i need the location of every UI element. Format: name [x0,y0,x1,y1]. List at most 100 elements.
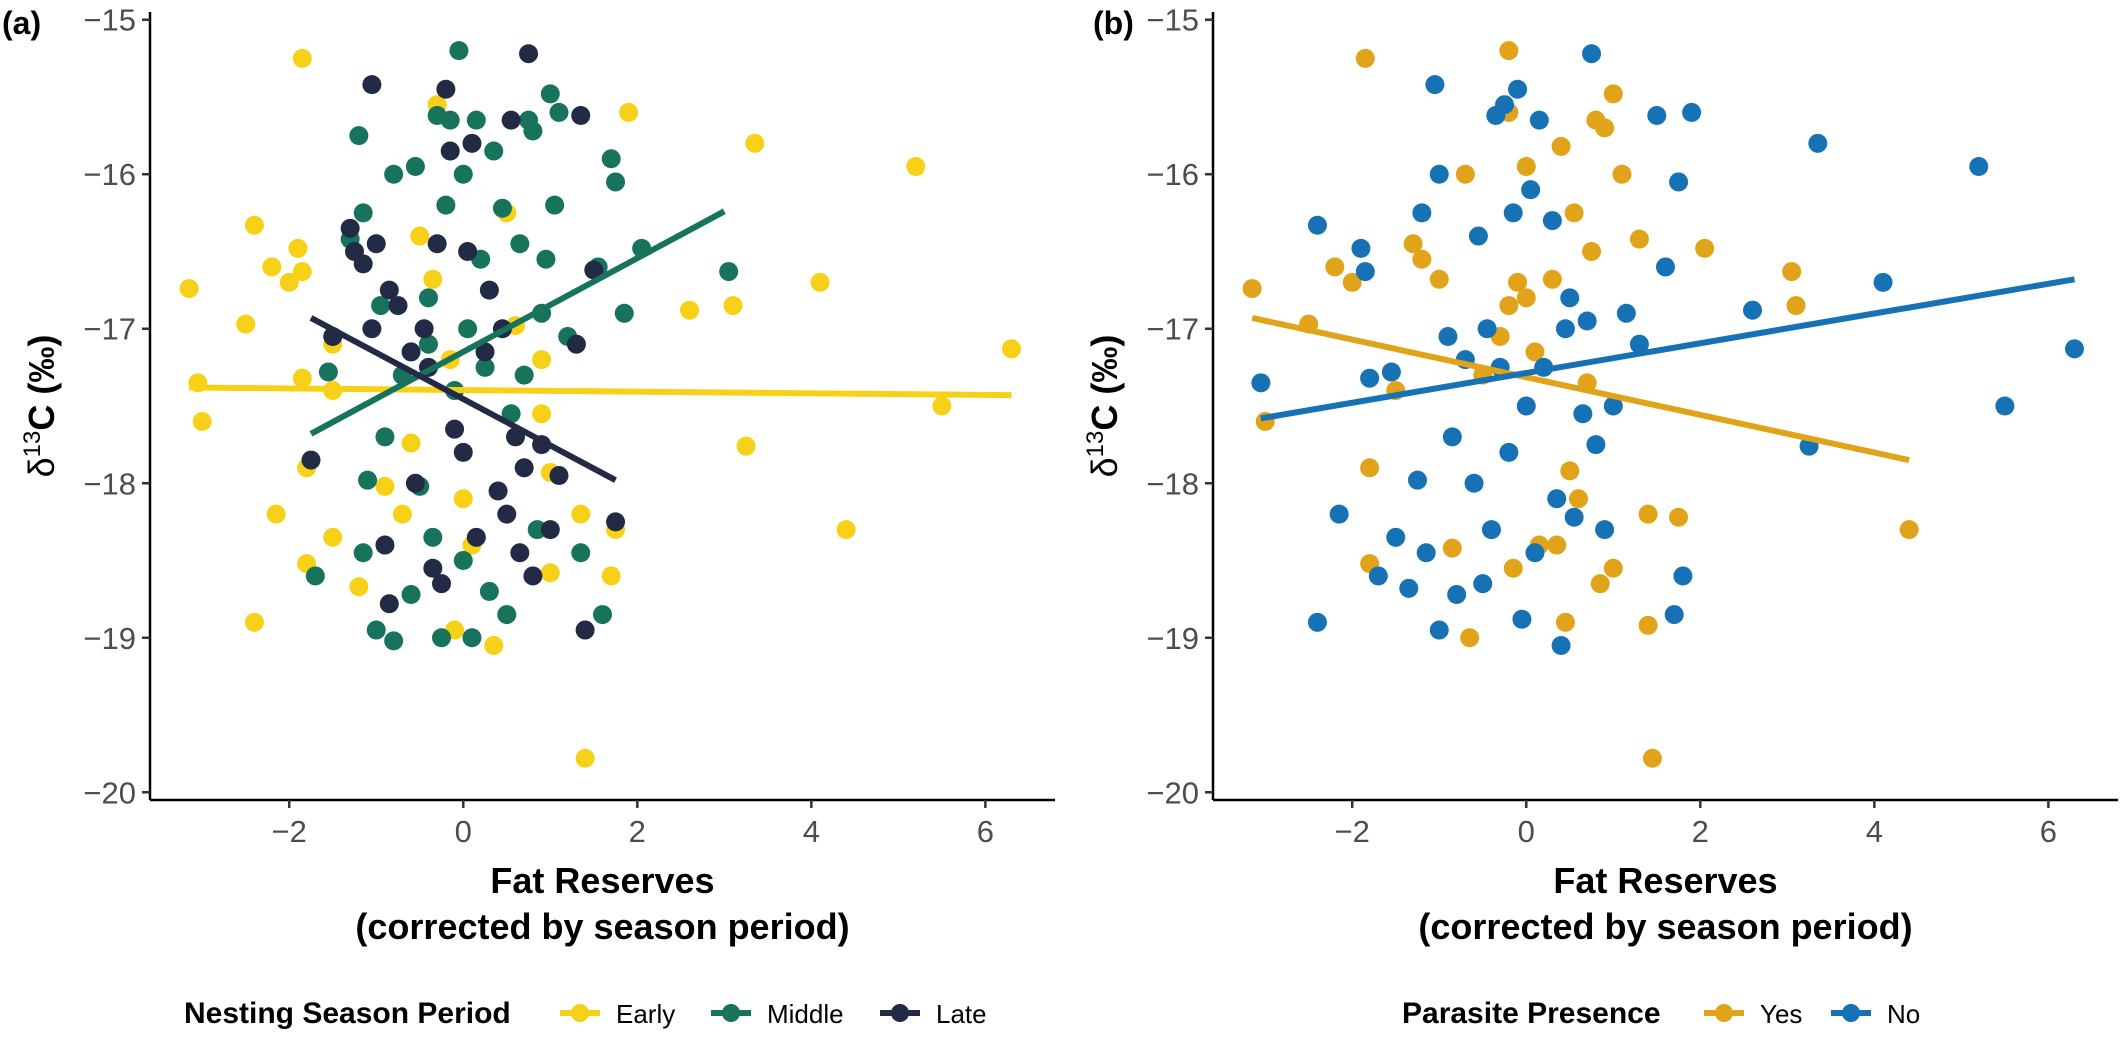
data-point [1516,288,1536,308]
data-point [1555,612,1575,632]
data-point [1001,339,1021,359]
data-point [523,121,543,141]
data-point [362,75,382,95]
data-point [349,577,369,597]
x-tick-label: 0 [1518,814,1535,849]
x-tick-label: −2 [272,814,307,849]
data-point [1399,578,1419,598]
data-point [305,566,325,586]
data-point [723,296,743,316]
data-point [1412,203,1432,223]
data-point [510,543,530,563]
x-tick-label: 2 [1692,814,1709,849]
data-point [1499,296,1519,316]
legend-key-early: Early [560,999,675,1029]
x-tick-label: 0 [455,814,472,849]
series-yes [1242,41,1919,768]
data-point [606,512,626,532]
data-point [1512,609,1532,629]
y-tick-label: −15 [83,3,136,38]
legend-point-swatch [722,1004,740,1022]
data-point [1664,605,1684,625]
x-axis-title-line-2: (corrected by season period) [355,906,849,947]
data-point [436,79,456,99]
data-point [1695,238,1715,258]
data-point [453,489,473,509]
data-point [1360,368,1380,388]
data-point [1638,615,1658,635]
data-point [1425,75,1445,95]
data-point [1329,504,1349,524]
data-point [418,288,438,308]
x-tick-label: 6 [977,814,994,849]
y-tick-label: −16 [1146,157,1199,192]
data-point [1429,269,1449,289]
data-point [719,262,739,282]
data-point [375,476,395,496]
data-point [423,269,443,289]
data-point [466,110,486,130]
x-tick-label: 2 [629,814,646,849]
x-axis-title-line-1: Fat Reserves [1553,860,1777,901]
data-point [401,585,421,605]
y-tick-label: −20 [83,775,136,810]
data-point [423,527,443,547]
legend-title: Nesting Season Period [184,997,511,1030]
data-point [545,195,565,215]
data-point [1638,504,1658,524]
data-point [466,527,486,547]
data-point [1429,164,1449,184]
data-point [244,612,264,632]
data-point [375,427,395,447]
legend-key-late: Late [880,999,987,1029]
data-point [427,234,447,254]
data-point [458,241,478,261]
data-point [1616,303,1636,323]
data-point [1642,748,1662,768]
data-point [1603,558,1623,578]
y-axis-title: δ13C (‰) [19,335,62,478]
data-point [1590,574,1610,594]
data-point [1460,628,1480,648]
data-point [1564,507,1584,527]
data-point [1455,164,1475,184]
data-point [2064,339,2084,359]
legend-label: Late [936,999,987,1029]
data-point [366,234,386,254]
panel-label: (b) [1093,5,1134,41]
y-tick-label: −17 [1146,312,1199,347]
data-point [1682,102,1702,122]
data-point [436,195,456,215]
data-point [1669,507,1689,527]
data-point [462,628,482,648]
data-point [353,254,373,274]
data-point [619,102,639,122]
data-point [510,234,530,254]
series-early [179,48,1021,768]
y-tick-label: −18 [1146,466,1199,501]
data-point [1899,520,1919,540]
data-point [384,631,404,651]
data-point [1969,157,1989,177]
data-point [358,470,378,490]
data-point [1407,470,1427,490]
data-point [1560,288,1580,308]
data-point [1468,226,1488,246]
data-point [1669,172,1689,192]
y-tick-label: −19 [1146,621,1199,656]
data-point [401,433,421,453]
data-point [401,342,421,362]
data-point [492,198,512,218]
data-point [1582,44,1602,64]
data-point [1325,257,1345,277]
legend-point-swatch [891,1004,909,1022]
data-point [1355,48,1375,68]
data-point [288,238,308,258]
data-point [1516,157,1536,177]
data-point [292,262,312,282]
data-point [484,141,504,161]
data-point [549,102,569,122]
legend-label: Yes [1760,999,1802,1029]
data-point [1342,272,1362,292]
data-point [736,436,756,456]
